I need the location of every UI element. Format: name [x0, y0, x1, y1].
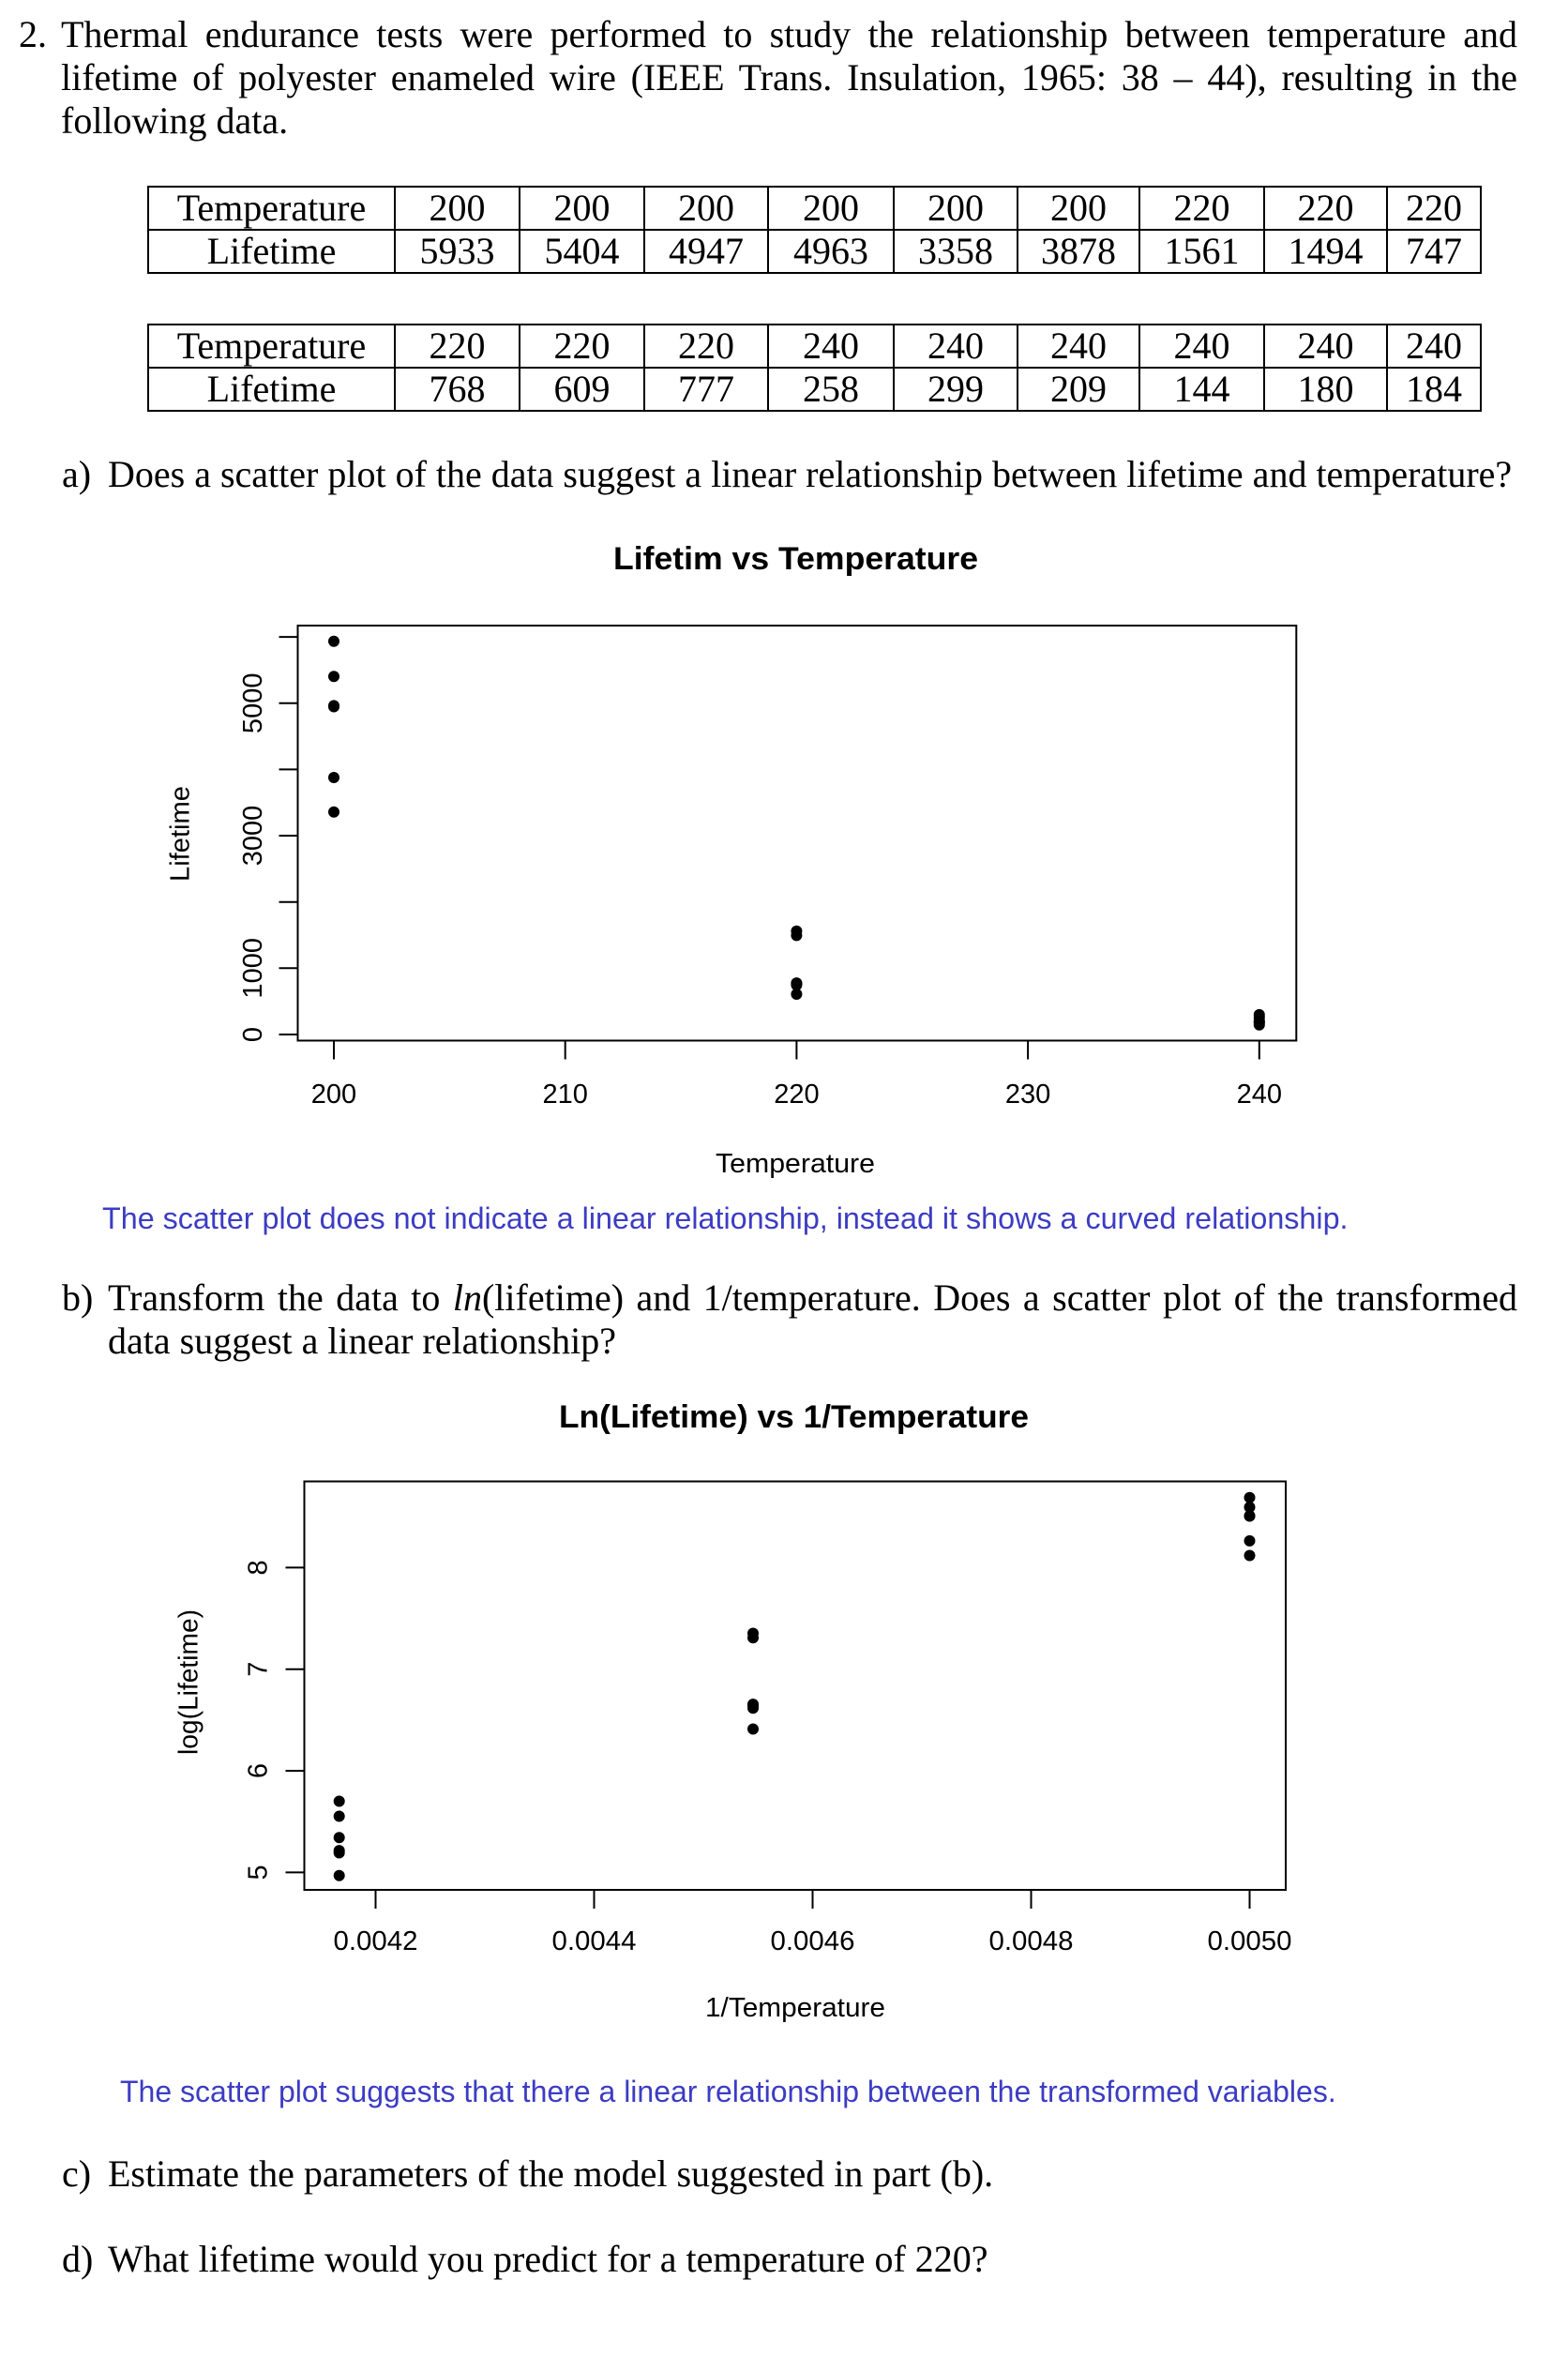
- svg-text:log(Lifetime): log(Lifetime): [174, 1609, 204, 1755]
- svg-text:0.0050: 0.0050: [1208, 1926, 1292, 1956]
- svg-text:0.0046: 0.0046: [771, 1926, 855, 1956]
- svg-text:5: 5: [244, 1865, 274, 1880]
- svg-text:230: 230: [1005, 1080, 1050, 1110]
- svg-text:Lifetime: Lifetime: [166, 786, 196, 882]
- svg-text:7: 7: [244, 1662, 274, 1677]
- svg-text:Lifetim vs Temperature: Lifetim vs Temperature: [613, 541, 978, 577]
- svg-text:220: 220: [774, 1080, 819, 1110]
- svg-text:8: 8: [244, 1560, 274, 1575]
- svg-text:5000: 5000: [238, 673, 268, 734]
- svg-text:240: 240: [1237, 1080, 1282, 1110]
- svg-text:6: 6: [244, 1763, 274, 1778]
- svg-text:200: 200: [311, 1080, 356, 1110]
- svg-text:0.0044: 0.0044: [552, 1926, 637, 1956]
- svg-text:1/Temperature: 1/Temperature: [705, 1993, 885, 2023]
- svg-text:Temperature: Temperature: [716, 1149, 875, 1179]
- svg-text:1000: 1000: [238, 938, 268, 999]
- svg-text:Ln(Lifetime) vs 1/Temperature: Ln(Lifetime) vs 1/Temperature: [559, 1399, 1029, 1435]
- svg-text:0.0042: 0.0042: [334, 1926, 418, 1956]
- svg-text:210: 210: [543, 1080, 588, 1110]
- svg-text:0: 0: [238, 1027, 268, 1042]
- svg-text:0.0048: 0.0048: [989, 1926, 1074, 1956]
- svg-text:3000: 3000: [238, 806, 268, 867]
